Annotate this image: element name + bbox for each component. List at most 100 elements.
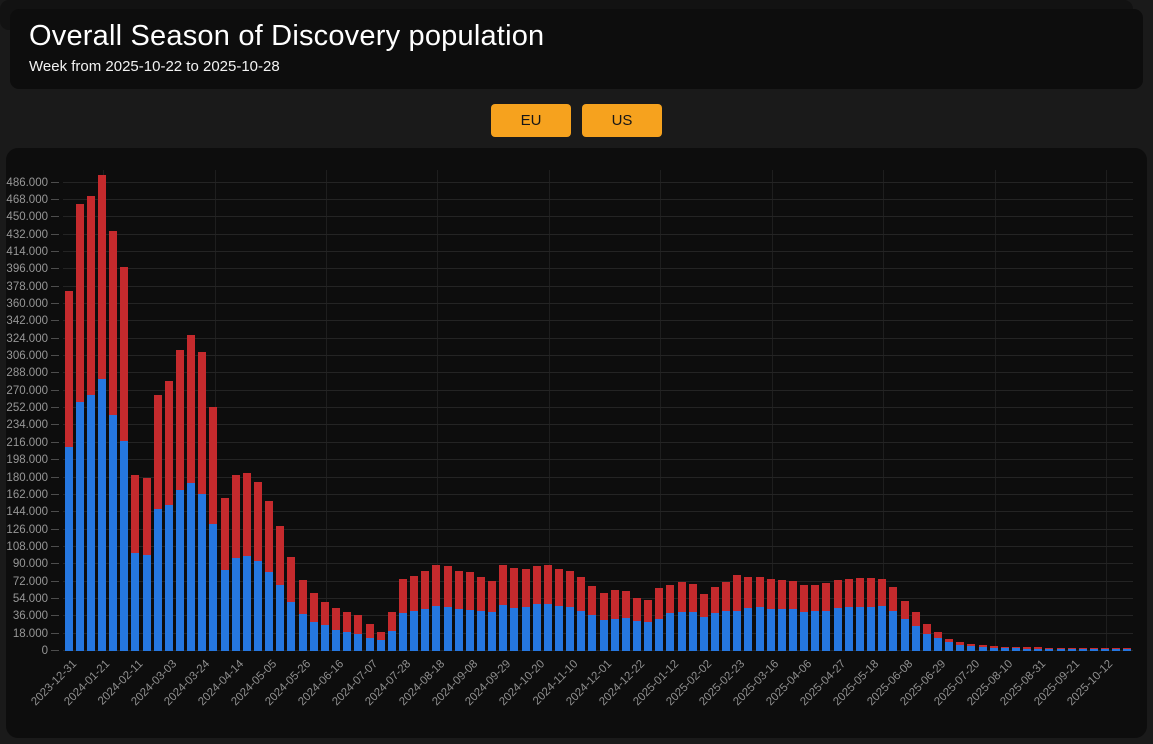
bar[interactable]: [398, 578, 407, 651]
bar[interactable]: [142, 477, 151, 651]
bar[interactable]: [1045, 647, 1054, 651]
bar[interactable]: [287, 556, 296, 651]
bar[interactable]: [354, 615, 363, 651]
bar[interactable]: [900, 600, 909, 651]
eu-button[interactable]: EU: [491, 104, 571, 137]
bar[interactable]: [153, 394, 162, 651]
bar[interactable]: [566, 571, 575, 651]
bar[interactable]: [844, 578, 853, 651]
bar[interactable]: [978, 645, 987, 651]
bar-segment-red: [922, 624, 931, 634]
bar[interactable]: [298, 579, 307, 651]
bar[interactable]: [655, 588, 664, 651]
bar[interactable]: [1034, 647, 1043, 651]
bar[interactable]: [86, 196, 95, 651]
bar[interactable]: [421, 571, 430, 651]
gridline: [63, 580, 1133, 582]
bar[interactable]: [454, 571, 463, 651]
bar[interactable]: [722, 581, 731, 651]
bar[interactable]: [410, 575, 419, 651]
us-button[interactable]: US: [582, 104, 662, 137]
bar[interactable]: [231, 474, 240, 651]
bar[interactable]: [554, 569, 563, 651]
bar[interactable]: [164, 381, 173, 651]
bar[interactable]: [688, 583, 697, 651]
bar[interactable]: [64, 290, 73, 651]
bar[interactable]: [777, 579, 786, 651]
bar[interactable]: [1123, 648, 1132, 651]
bar[interactable]: [1056, 647, 1065, 651]
bar[interactable]: [1101, 647, 1110, 651]
bar[interactable]: [75, 203, 84, 651]
bar[interactable]: [889, 587, 898, 651]
bar[interactable]: [543, 565, 552, 651]
bar[interactable]: [432, 565, 441, 651]
bar[interactable]: [488, 580, 497, 651]
bar[interactable]: [98, 174, 106, 651]
bar[interactable]: [945, 639, 954, 651]
bar[interactable]: [811, 584, 820, 651]
bar[interactable]: [187, 334, 196, 651]
bar[interactable]: [109, 230, 118, 651]
bar[interactable]: [956, 642, 965, 651]
bar[interactable]: [577, 576, 586, 651]
bar[interactable]: [521, 569, 530, 651]
bar[interactable]: [343, 612, 352, 651]
bar[interactable]: [800, 585, 809, 651]
bar[interactable]: [499, 565, 508, 651]
bar[interactable]: [510, 568, 519, 651]
bar[interactable]: [465, 571, 474, 651]
bar[interactable]: [989, 646, 998, 651]
bar[interactable]: [254, 482, 263, 651]
bar[interactable]: [644, 599, 653, 651]
bar[interactable]: [276, 525, 285, 651]
bar[interactable]: [1089, 647, 1098, 651]
bar[interactable]: [588, 586, 597, 651]
bar[interactable]: [220, 497, 229, 651]
bar[interactable]: [878, 578, 887, 651]
bar[interactable]: [176, 350, 185, 651]
bar[interactable]: [744, 576, 753, 651]
bar[interactable]: [120, 267, 129, 651]
bar[interactable]: [332, 607, 341, 651]
bar[interactable]: [867, 577, 876, 651]
bar[interactable]: [733, 574, 742, 651]
bar[interactable]: [822, 582, 831, 651]
bar[interactable]: [1023, 647, 1032, 651]
bar[interactable]: [242, 472, 251, 651]
bar[interactable]: [911, 612, 920, 651]
bar[interactable]: [933, 631, 942, 651]
bar[interactable]: [855, 577, 864, 651]
bar[interactable]: [789, 580, 798, 651]
bar[interactable]: [1067, 647, 1076, 651]
bar[interactable]: [476, 576, 485, 651]
bar[interactable]: [922, 624, 931, 651]
bar[interactable]: [699, 594, 708, 651]
bar[interactable]: [621, 591, 630, 651]
bar[interactable]: [198, 352, 207, 651]
bar[interactable]: [265, 500, 274, 651]
bar[interactable]: [766, 578, 775, 651]
bar[interactable]: [599, 593, 608, 651]
bar[interactable]: [755, 576, 764, 651]
bar[interactable]: [1011, 646, 1020, 651]
bar[interactable]: [365, 624, 374, 651]
bar[interactable]: [532, 566, 541, 651]
bar[interactable]: [376, 631, 385, 651]
bar[interactable]: [1000, 646, 1009, 651]
bar[interactable]: [633, 598, 641, 651]
bar[interactable]: [833, 579, 842, 651]
bar[interactable]: [387, 612, 396, 651]
bar[interactable]: [666, 584, 675, 651]
bar[interactable]: [209, 407, 218, 651]
bar[interactable]: [1078, 647, 1087, 651]
bar[interactable]: [443, 566, 452, 651]
bar[interactable]: [320, 601, 329, 651]
bar[interactable]: [610, 590, 619, 651]
bar[interactable]: [967, 643, 976, 651]
bar[interactable]: [1112, 648, 1121, 651]
bar[interactable]: [309, 593, 318, 651]
bar[interactable]: [677, 581, 686, 651]
bar[interactable]: [711, 587, 720, 651]
bar[interactable]: [131, 474, 140, 651]
